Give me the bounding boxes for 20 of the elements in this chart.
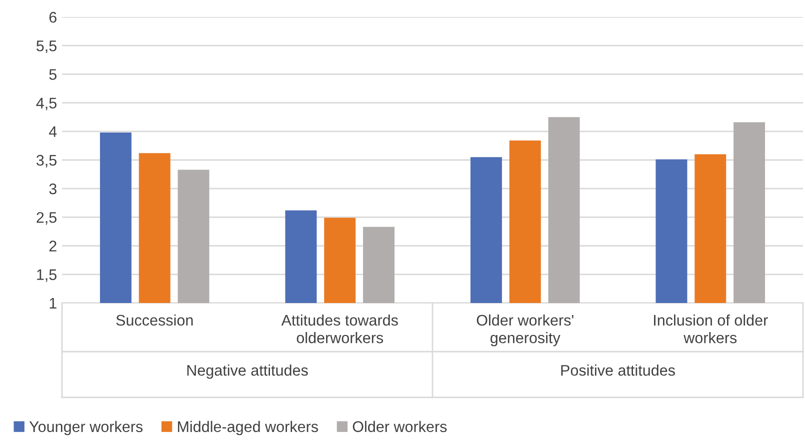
x-tick-label: Attitudes towards olderworkers [281,314,398,344]
text: Negative attitudes [187,364,308,379]
y-tick-label: 4,5 [36,98,56,110]
y-tick-label: 2 [49,240,56,252]
text: Positive attitudes [561,364,675,376]
y-tick-label: 5,5 [36,40,56,54]
y-tick-label: 1,5 [37,269,56,282]
legend-label: Younger workers [29,420,143,436]
x-tick-label: Inclusion of older workers [654,314,768,344]
legend-label: Older workers [352,420,447,432]
legend-label: Middle-aged workers [178,420,318,436]
y-tick-label: 5 [49,69,56,80]
x-tick-label: Succession [116,314,193,326]
y-tick-label: 3 [49,183,56,194]
y-tick-label: 4 [48,126,57,137]
y-tick-label: 3,5 [36,154,56,168]
y-tick-label: 2,5 [36,212,56,225]
y-tick-label: 1 [50,298,56,309]
y-tick-label: 6 [49,12,56,23]
x-tick-label: Older workers' generosity [476,314,574,346]
